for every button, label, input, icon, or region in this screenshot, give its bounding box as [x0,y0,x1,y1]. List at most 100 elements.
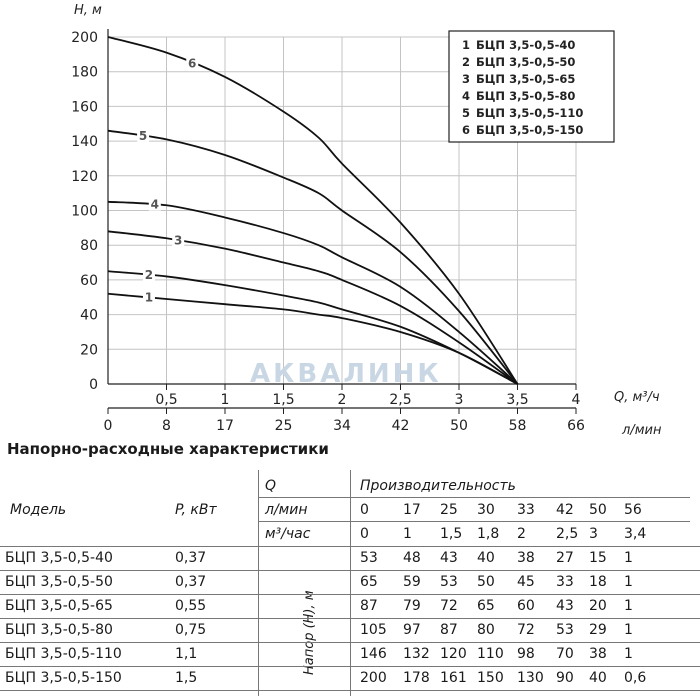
legend-entry-name: БЦП 3,5-0,5-110 [476,106,583,120]
m3h-value: 1 [403,526,412,542]
m3h-value: 2 [517,526,526,542]
table-row: БЦП 3,5-0,5-50 0,37 65 59 53 50 45 33 18 1 [0,574,700,594]
lmin-value: 56 [624,502,642,518]
x-lmin-tick-label: 66 [567,418,585,434]
head-value: 1 [624,598,633,614]
curve-number-label: 1 [145,290,153,304]
curve-3 [107,230,519,385]
table-row: БЦП 3,5-0,5-40 0,37 53 48 43 40 38 27 15 1 [0,550,700,570]
head-value: 80 [477,622,495,638]
head-value: 50 [477,574,495,590]
x-lmin-tick-label: 8 [162,418,171,434]
head-value: 53 [556,622,574,638]
y-tick-label: 180 [71,65,98,81]
curve-label-bg [142,266,155,281]
head-value: 178 [403,670,430,686]
head-value: 48 [403,550,421,566]
curve-number-label: 5 [139,129,147,143]
lmin-value: 0 [360,502,369,518]
legend-entry-name: БЦП 3,5-0,5-150 [476,123,583,137]
legend-entry-name: БЦП 3,5-0,5-50 [476,55,575,69]
head-value: 146 [360,646,387,662]
curve-5 [107,129,519,385]
lmin-value: 25 [440,502,458,518]
curve-label-bg [137,127,150,142]
legend-entry-number: 6 [462,123,470,137]
curve-number-label: 3 [174,233,182,247]
y-tick-label: 100 [71,204,98,220]
power-value: 0,37 [175,550,207,566]
power-value: 0,37 [175,574,207,590]
table-row: БЦП 3,5-0,5-150 1,5 200 178 161 150 130 90 40 0,6 [0,670,700,690]
head-value: 65 [477,598,495,614]
chart-legend: 1 БЦП 3,5-0,5-40 2 БЦП 3,5-0,5-50 3 БЦП 3,5-0… [448,30,615,143]
curve-label-bg [186,55,199,70]
power-header: P, кВт [175,502,217,518]
y-tick-label: 120 [71,169,98,185]
head-value: 29 [589,622,607,638]
table-divider [350,470,351,696]
x-m3h-tick-label: 4 [572,392,581,408]
x-lmin-tick-label: 42 [392,418,410,434]
legend-entry-number: 5 [462,106,470,120]
legend-entry-number: 4 [462,89,470,103]
head-value: 110 [477,646,504,662]
m3h-value: 1,5 [440,526,463,542]
x-lmin-tick-label: 25 [275,418,293,434]
legend-box [448,30,615,143]
head-value: 120 [440,646,467,662]
head-value: 20 [589,598,607,614]
lmin-value: 50 [589,502,607,518]
x-m3h-tick-label: 2,5 [389,392,411,408]
y-axis-label: H, м [74,3,102,18]
head-value: 38 [517,550,535,566]
model-name: БЦП 3,5-0,5-150 [5,670,122,686]
legend-entry-number: 3 [462,72,470,86]
head-value: 98 [517,646,535,662]
legend-entry-name: БЦП 3,5-0,5-80 [476,89,575,103]
head-value: 150 [477,670,504,686]
head-value: 87 [440,622,458,638]
head-value: 1 [624,574,633,590]
y-tick-label: 200 [71,30,98,46]
head-value: 1 [624,550,633,566]
curve-number-label: 6 [188,56,196,70]
chart-curves: 1 2 3 4 5 6 [107,36,519,385]
head-value: 15 [589,550,607,566]
head-value: 27 [556,550,574,566]
m3h-value: 3 [589,526,598,542]
head-value: 43 [440,550,458,566]
table-row: БЦП 3,5-0,5-110 1,1 146 132 120 110 98 70 38 1 [0,646,700,666]
table-divider [258,497,690,498]
x-lmin-tick-label: 17 [216,418,234,434]
x-m3h-tick-label: 1 [221,392,230,408]
head-value: 0,6 [624,670,647,686]
power-value: 1,1 [175,646,198,662]
lmin-value: 17 [403,502,421,518]
y-tick-label: 0 [89,377,98,393]
x-m3h-tick-label: 3 [455,392,464,408]
head-value: 18 [589,574,607,590]
head-value: 59 [403,574,421,590]
head-value: 97 [403,622,421,638]
head-value: 1 [624,646,633,662]
curve-number-label: 4 [151,198,159,212]
head-value: 130 [517,670,544,686]
q-header: Q [265,478,277,494]
m3h-value: 1,8 [477,526,500,542]
y-tick-label: 160 [71,99,98,115]
model-name: БЦП 3,5-0,5-80 [5,622,113,638]
x-m3h-tick-label: 1,5 [272,392,294,408]
x-lmin-tick-label: 34 [333,418,351,434]
head-value: 38 [589,646,607,662]
table-row: БЦП 3,5-0,5-65 0,55 87 79 72 65 60 43 20 1 [0,598,700,618]
table-divider [258,470,259,696]
lmin-value: 33 [517,502,535,518]
y-tick-label: 40 [80,308,98,324]
table-header-row: Модель P, кВт л/мин 0 17 25 30 33 42 50 56 [0,502,700,522]
x-m3h-axis-label: Q, м³/ч [614,390,660,405]
head-value: 53 [360,550,378,566]
table-header-row: Q Производительность [0,478,700,498]
x-m3h-tick-label: 0,5 [155,392,177,408]
